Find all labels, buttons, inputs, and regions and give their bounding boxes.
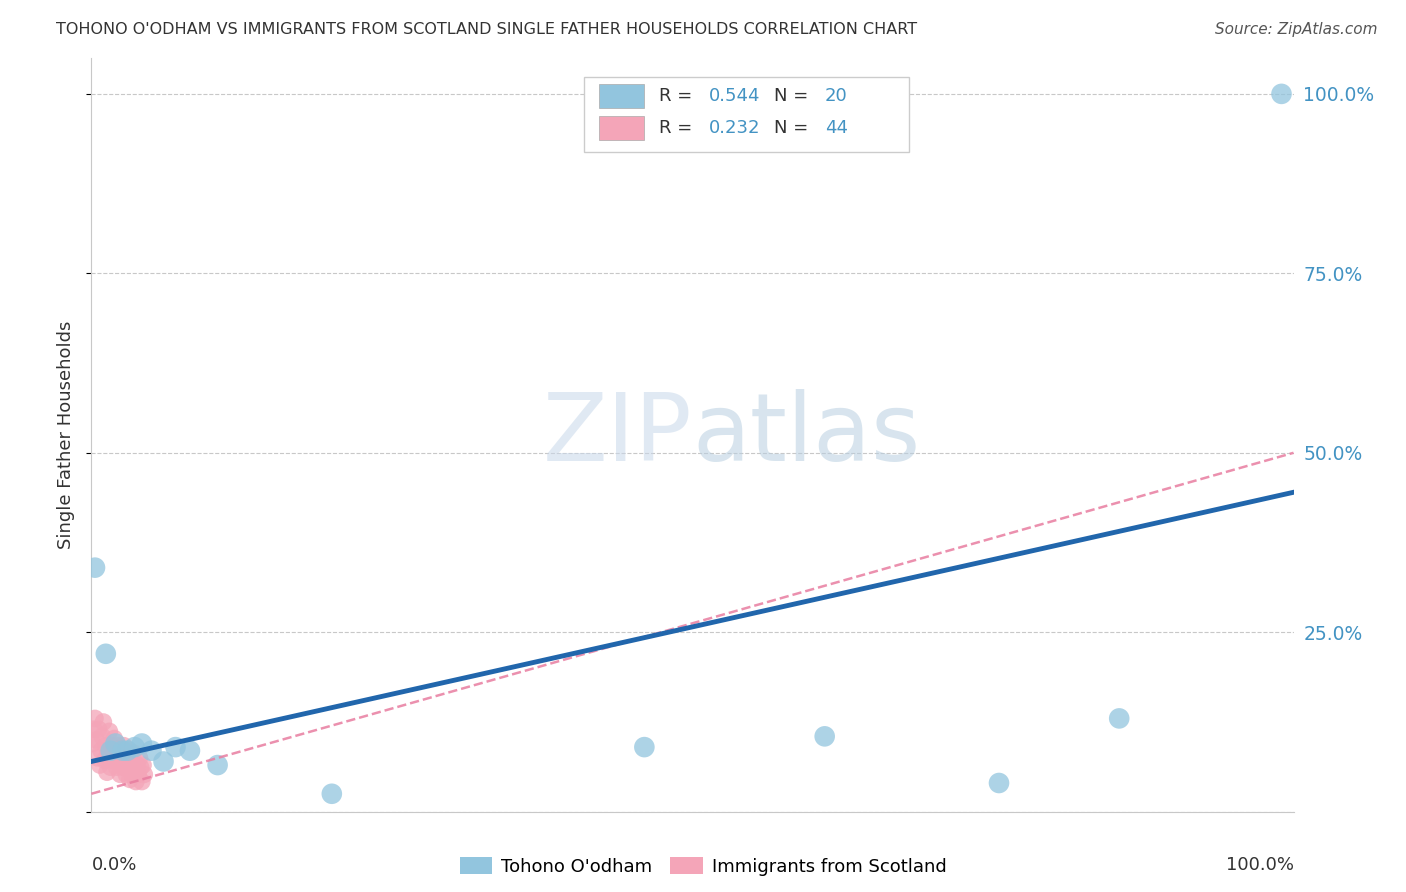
Text: 0.0%: 0.0% xyxy=(91,855,136,873)
Point xyxy=(108,753,131,767)
Point xyxy=(82,737,104,751)
Text: 0.544: 0.544 xyxy=(709,87,761,105)
Point xyxy=(118,760,141,774)
Point xyxy=(633,740,655,755)
Text: TOHONO O'ODHAM VS IMMIGRANTS FROM SCOTLAND SINGLE FATHER HOUSEHOLDS CORRELATION : TOHONO O'ODHAM VS IMMIGRANTS FROM SCOTLA… xyxy=(56,22,917,37)
Point xyxy=(110,767,132,781)
Point xyxy=(110,746,132,760)
Point xyxy=(91,730,114,744)
Point xyxy=(1270,87,1292,101)
Text: ZIP: ZIP xyxy=(543,389,692,481)
Point xyxy=(179,744,201,758)
Text: 0.232: 0.232 xyxy=(709,119,761,137)
Point xyxy=(86,751,108,765)
Point xyxy=(117,753,139,767)
Point xyxy=(111,744,134,758)
Point xyxy=(101,739,124,753)
Point xyxy=(127,767,149,781)
Point xyxy=(93,753,115,767)
Point xyxy=(132,758,155,772)
Point xyxy=(107,739,129,753)
Point xyxy=(111,760,134,774)
Point xyxy=(165,740,187,755)
Text: 44: 44 xyxy=(825,119,848,137)
Point xyxy=(83,722,105,736)
Text: N =: N = xyxy=(775,87,814,105)
Point xyxy=(141,744,163,758)
Text: atlas: atlas xyxy=(692,389,921,481)
Text: R =: R = xyxy=(659,87,697,105)
FancyBboxPatch shape xyxy=(599,116,644,140)
Point xyxy=(207,758,229,772)
Point xyxy=(131,774,153,789)
Point xyxy=(84,711,107,725)
Point xyxy=(114,753,136,767)
Point xyxy=(120,753,142,767)
Point xyxy=(117,744,139,758)
Point xyxy=(1108,711,1130,725)
Text: N =: N = xyxy=(775,119,814,137)
Point xyxy=(134,767,156,781)
Point xyxy=(103,731,125,746)
Point xyxy=(84,733,107,747)
Point xyxy=(90,744,112,758)
Point xyxy=(100,744,122,758)
Point xyxy=(101,753,124,767)
Point xyxy=(814,730,837,744)
Point xyxy=(98,724,121,739)
Y-axis label: Single Father Households: Single Father Households xyxy=(56,320,75,549)
Text: Source: ZipAtlas.com: Source: ZipAtlas.com xyxy=(1215,22,1378,37)
Text: 20: 20 xyxy=(825,87,848,105)
FancyBboxPatch shape xyxy=(585,77,908,153)
Point xyxy=(84,560,107,574)
Point xyxy=(89,758,111,772)
Point xyxy=(118,772,141,787)
Point xyxy=(124,740,146,755)
Point xyxy=(97,746,120,760)
Text: R =: R = xyxy=(659,119,697,137)
Point xyxy=(131,737,153,751)
Point xyxy=(100,760,122,774)
Point xyxy=(321,787,343,801)
Point xyxy=(96,765,118,780)
Point xyxy=(128,751,150,765)
Point xyxy=(152,755,174,769)
FancyBboxPatch shape xyxy=(599,85,644,109)
Point xyxy=(121,767,143,781)
Point xyxy=(112,739,135,753)
Point xyxy=(87,722,110,736)
Point xyxy=(129,760,152,774)
Point xyxy=(125,758,148,772)
Point xyxy=(94,647,117,661)
Point xyxy=(104,737,127,751)
Legend: Tohono O'odham, Immigrants from Scotland: Tohono O'odham, Immigrants from Scotland xyxy=(453,850,953,883)
Text: 100.0%: 100.0% xyxy=(1226,855,1294,873)
Point xyxy=(125,774,148,789)
Point xyxy=(93,714,115,729)
Point xyxy=(115,767,138,781)
Point xyxy=(104,746,127,760)
Point xyxy=(124,760,146,774)
Point xyxy=(94,739,117,753)
Point xyxy=(122,746,145,760)
Point xyxy=(105,760,128,774)
Point xyxy=(988,776,1011,790)
